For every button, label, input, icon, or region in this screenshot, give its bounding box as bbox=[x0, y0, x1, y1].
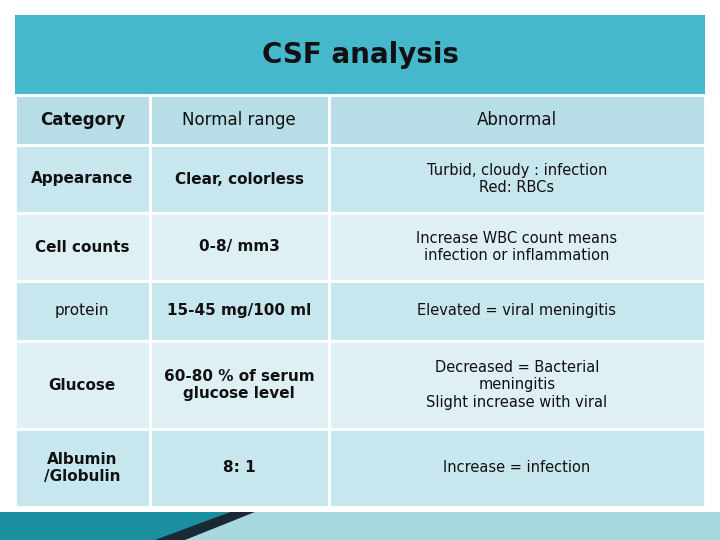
Text: 8: 1: 8: 1 bbox=[223, 461, 256, 476]
Text: Increase = infection: Increase = infection bbox=[444, 461, 590, 476]
Polygon shape bbox=[0, 512, 230, 540]
Bar bbox=[329, 429, 705, 507]
Text: Albumin
/Globulin: Albumin /Globulin bbox=[44, 452, 120, 484]
Text: Increase WBC count means
infection or inflammation: Increase WBC count means infection or in… bbox=[416, 231, 618, 263]
Bar bbox=[329, 341, 705, 429]
Bar bbox=[15, 281, 150, 341]
Text: Normal range: Normal range bbox=[182, 111, 296, 129]
Bar bbox=[15, 145, 150, 213]
Text: Turbid, cloudy : infection
Red: RBCs: Turbid, cloudy : infection Red: RBCs bbox=[427, 163, 607, 195]
Bar bbox=[329, 145, 705, 213]
Text: Abnormal: Abnormal bbox=[477, 111, 557, 129]
Text: Elevated = viral meningitis: Elevated = viral meningitis bbox=[418, 303, 616, 319]
Bar bbox=[150, 281, 329, 341]
Bar bbox=[150, 341, 329, 429]
Polygon shape bbox=[180, 512, 720, 540]
Text: Clear, colorless: Clear, colorless bbox=[175, 172, 304, 186]
Text: 60-80 % of serum
glucose level: 60-80 % of serum glucose level bbox=[164, 369, 315, 401]
Bar bbox=[150, 429, 329, 507]
Text: 15-45 mg/100 ml: 15-45 mg/100 ml bbox=[167, 303, 311, 319]
Bar bbox=[150, 95, 329, 145]
Text: Decreased = Bacterial
meningitis
Slight increase with viral: Decreased = Bacterial meningitis Slight … bbox=[426, 360, 608, 410]
Text: protein: protein bbox=[55, 303, 109, 319]
Bar bbox=[150, 213, 329, 281]
Text: Glucose: Glucose bbox=[49, 377, 116, 393]
Bar bbox=[329, 95, 705, 145]
Text: Appearance: Appearance bbox=[31, 172, 133, 186]
Bar bbox=[15, 213, 150, 281]
Polygon shape bbox=[155, 512, 255, 540]
Bar bbox=[15, 95, 150, 145]
Bar bbox=[15, 429, 150, 507]
Text: Category: Category bbox=[40, 111, 125, 129]
Text: Cell counts: Cell counts bbox=[35, 240, 130, 254]
Text: CSF analysis: CSF analysis bbox=[261, 41, 459, 69]
Bar bbox=[329, 213, 705, 281]
Text: 0-8/ mm3: 0-8/ mm3 bbox=[199, 240, 279, 254]
Bar bbox=[15, 15, 705, 95]
Bar bbox=[15, 341, 150, 429]
Bar bbox=[150, 145, 329, 213]
Bar bbox=[329, 281, 705, 341]
